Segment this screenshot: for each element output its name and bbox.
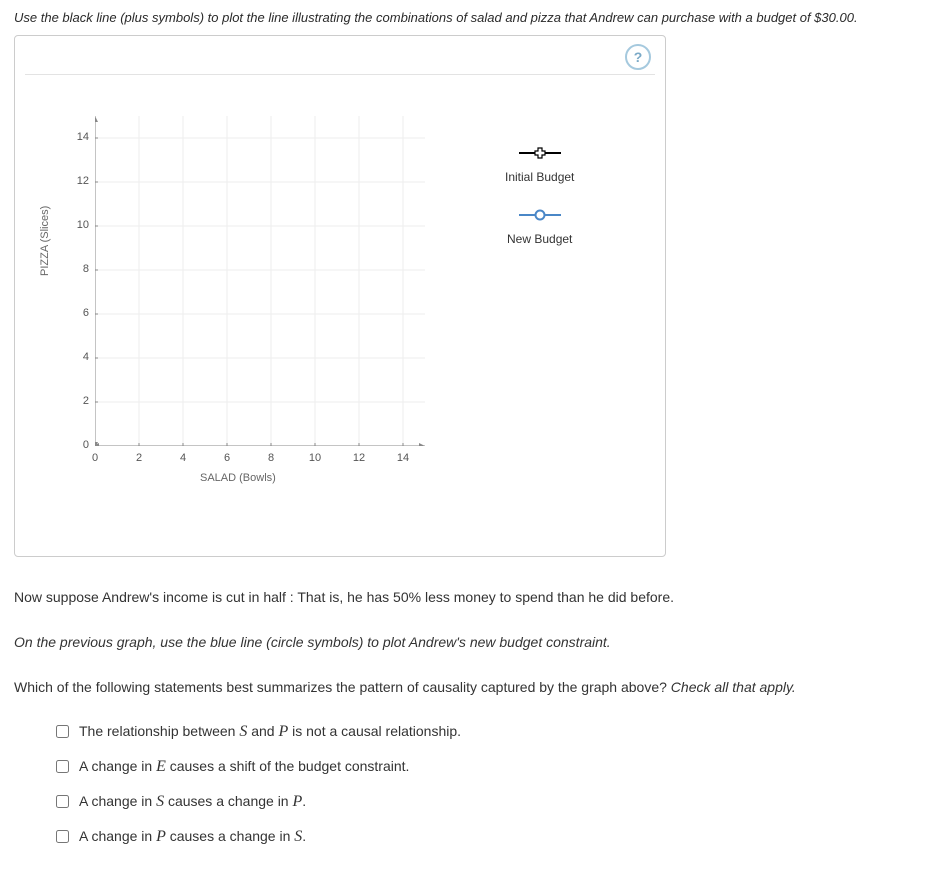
legend-label-new: New Budget	[507, 232, 572, 246]
option-2[interactable]: A change in E causes a shift of the budg…	[52, 757, 926, 776]
instruction-text: Use the black line (plus symbols) to plo…	[14, 10, 926, 25]
help-button[interactable]: ?	[625, 44, 651, 70]
x-tick-label: 2	[129, 452, 149, 464]
y-tick-label: 4	[63, 351, 89, 363]
checkbox-1[interactable]	[56, 725, 69, 738]
divider	[25, 74, 655, 75]
x-tick-label: 6	[217, 452, 237, 464]
checkbox-3[interactable]	[56, 795, 69, 808]
options-group: The relationship between S and P is not …	[52, 722, 926, 846]
legend-item-initial[interactable]: Initial Budget	[505, 146, 574, 184]
y-tick-label: 10	[63, 219, 89, 231]
plot-canvas[interactable]	[95, 116, 425, 446]
x-tick-label: 8	[261, 452, 281, 464]
x-tick-label: 10	[305, 452, 325, 464]
plot-area[interactable]: PIZZA (Slices) SALAD (Bowls) 02468101214…	[45, 116, 445, 496]
plus-icon	[515, 146, 565, 160]
option-4[interactable]: A change in P causes a change in S.	[52, 827, 926, 846]
paragraph-2: On the previous graph, use the blue line…	[14, 632, 926, 653]
x-tick-label: 0	[85, 452, 105, 464]
legend: Initial Budget New Budget	[505, 146, 574, 270]
x-axis-label: SALAD (Bowls)	[200, 472, 276, 484]
option-1[interactable]: The relationship between S and P is not …	[52, 722, 926, 741]
paragraph-1: Now suppose Andrew's income is cut in ha…	[14, 587, 926, 608]
y-tick-label: 8	[63, 263, 89, 275]
y-tick-label: 6	[63, 307, 89, 319]
y-tick-label: 0	[63, 439, 89, 451]
legend-item-new[interactable]: New Budget	[505, 208, 574, 246]
x-tick-label: 12	[349, 452, 369, 464]
x-tick-label: 14	[393, 452, 413, 464]
question-text: Which of the following statements best s…	[14, 677, 926, 698]
option-3[interactable]: A change in S causes a change in P.	[52, 792, 926, 811]
checkbox-4[interactable]	[56, 830, 69, 843]
legend-label-initial: Initial Budget	[505, 170, 574, 184]
y-tick-label: 2	[63, 395, 89, 407]
y-axis-label: PIZZA (Slices)	[39, 206, 51, 276]
y-tick-label: 12	[63, 175, 89, 187]
y-tick-label: 14	[63, 131, 89, 143]
circle-icon	[515, 208, 565, 222]
chart-frame: ? PIZZA (Slices) SALAD (Bowls) 0 2 4 6 8 10 12…	[14, 35, 666, 557]
x-tick-label: 4	[173, 452, 193, 464]
checkbox-2[interactable]	[56, 760, 69, 773]
